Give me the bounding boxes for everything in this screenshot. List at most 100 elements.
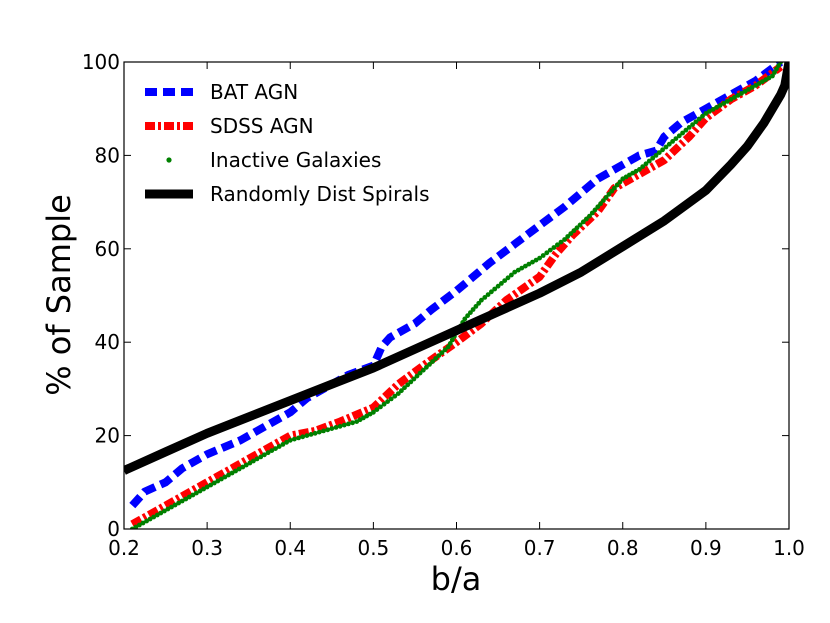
data-point-inactive-galaxies (395, 391, 401, 396)
data-point-inactive-galaxies (439, 350, 445, 356)
legend: BAT AGN SDSS AGN Inactive Galaxies Rando… (145, 80, 430, 206)
data-point-inactive-galaxies (201, 486, 207, 492)
data-point-inactive-galaxies (445, 344, 451, 350)
data-point-inactive-galaxies (433, 356, 439, 361)
data-point-inactive-galaxies (721, 101, 727, 106)
data-point-inactive-galaxies (772, 70, 777, 75)
data-point-inactive-galaxies (577, 222, 583, 228)
data-point-inactive-galaxies (165, 506, 171, 512)
data-point-inactive-galaxies (724, 99, 730, 104)
data-point-inactive-galaxies (683, 127, 689, 133)
data-point-inactive-galaxies (388, 396, 394, 402)
y-tick-label: 20 (95, 424, 120, 448)
data-point-inactive-galaxies (133, 524, 139, 529)
data-point-inactive-galaxies (666, 141, 672, 147)
data-point-inactive-galaxies (533, 257, 539, 263)
data-point-inactive-galaxies (280, 442, 286, 447)
data-point-inactive-galaxies (673, 136, 679, 142)
data-point-inactive-galaxies (284, 439, 289, 445)
data-point-inactive-galaxies (371, 409, 376, 415)
data-point-inactive-galaxies (329, 426, 335, 431)
data-point-inactive-galaxies (374, 407, 380, 412)
data-point-inactive-galaxies (414, 373, 420, 379)
data-point-inactive-galaxies (703, 111, 709, 116)
data-point-inactive-galaxies (485, 292, 491, 297)
data-point-inactive-galaxies (304, 433, 310, 438)
data-point-inactive-galaxies (571, 228, 577, 234)
data-point-inactive-galaxies (147, 516, 153, 522)
y-tick-label: 0 (107, 517, 120, 541)
data-point-inactive-galaxies (476, 300, 482, 306)
data-point-inactive-galaxies (650, 155, 656, 161)
data-point-inactive-galaxies (325, 427, 331, 433)
data-point-inactive-galaxies (341, 422, 347, 428)
legend-label-sdss-agn: SDSS AGN (210, 114, 314, 138)
data-point-inactive-galaxies (411, 376, 417, 382)
data-point-inactive-galaxies (420, 367, 426, 373)
data-point-inactive-galaxies (337, 423, 343, 429)
data-point-inactive-galaxies (746, 87, 751, 92)
data-point-inactive-galaxies (176, 500, 182, 506)
data-point-inactive-galaxies (653, 153, 659, 158)
y-tick-label: 40 (95, 330, 120, 354)
data-point-inactive-galaxies (287, 437, 293, 443)
data-point-inactive-galaxies (449, 337, 455, 343)
data-point-inactive-galaxies (151, 514, 157, 520)
x-tick-label: 0.5 (357, 536, 389, 560)
data-point-inactive-galaxies (197, 488, 203, 494)
data-point-inactive-galaxies (598, 201, 603, 207)
y-tick-label: 100 (82, 50, 120, 74)
data-point-inactive-galaxies (776, 63, 781, 68)
data-point-inactive-galaxies (442, 347, 448, 353)
data-point-inactive-galaxies (240, 464, 246, 470)
data-point-inactive-galaxies (495, 283, 501, 289)
data-point-inactive-galaxies (515, 267, 521, 273)
data-point-inactive-galaxies (333, 425, 339, 430)
x-tick-label: 0.7 (524, 536, 556, 560)
data-point-inactive-galaxies (204, 484, 210, 490)
data-point-inactive-galaxies (247, 460, 253, 466)
data-point-inactive-galaxies (300, 434, 306, 440)
data-point-inactive-galaxies (660, 147, 665, 153)
data-point-inactive-galaxies (489, 289, 494, 295)
data-point-inactive-galaxies (233, 468, 239, 474)
legend-label-randomly-dist-spirals: Randomly Dist Spirals (210, 182, 430, 206)
y-tick-label: 80 (95, 143, 120, 167)
series-line-bat-agn (129, 62, 784, 509)
series-layer (124, 62, 789, 529)
data-point-inactive-galaxies (158, 510, 164, 516)
data-point-inactive-galaxies (236, 466, 242, 472)
data-point-inactive-galaxies (547, 247, 553, 253)
data-point-inactive-galaxies (222, 474, 228, 480)
data-point-inactive-galaxies (470, 307, 476, 312)
data-point-inactive-galaxies (558, 239, 564, 245)
data-point-inactive-galaxies (717, 103, 723, 108)
x-tick-label: 0.9 (690, 536, 722, 560)
data-point-inactive-galaxies (385, 399, 390, 404)
data-point-inactive-galaxies (606, 191, 612, 197)
data-point-inactive-galaxies (693, 119, 699, 125)
data-point-inactive-galaxies (251, 458, 256, 464)
data-point-inactive-galaxies (612, 185, 617, 191)
data-point-inactive-galaxies (269, 448, 275, 453)
data-point-inactive-galaxies (405, 382, 411, 388)
data-point-inactive-galaxies (565, 234, 571, 239)
data-point-inactive-galaxies (732, 95, 737, 100)
data-point-inactive-galaxies (562, 237, 567, 242)
data-point-inactive-galaxies (169, 504, 174, 510)
data-point-inactive-galaxies (399, 388, 404, 394)
data-point-inactive-galaxies (512, 269, 518, 275)
data-point-inactive-galaxies (714, 105, 719, 110)
data-point-inactive-galaxies (686, 125, 692, 130)
data-point-inactive-galaxies (643, 161, 649, 167)
data-point-inactive-galaxies (430, 359, 435, 364)
data-point-inactive-galaxies (509, 272, 514, 278)
data-point-inactive-galaxies (735, 93, 741, 98)
data-point-inactive-galaxies (229, 470, 235, 476)
data-point-inactive-galaxies (162, 508, 167, 514)
tick-labels-layer: 0.2 0.3 0.4 0.5 0.6 0.7 0.8 0.9 1.0 0 20 40 60 80 100 (82, 50, 805, 560)
data-point-inactive-galaxies (663, 144, 669, 150)
data-point-inactive-galaxies (183, 496, 189, 502)
data-point-inactive-galaxies (710, 107, 716, 112)
data-point-inactive-galaxies (219, 476, 224, 482)
